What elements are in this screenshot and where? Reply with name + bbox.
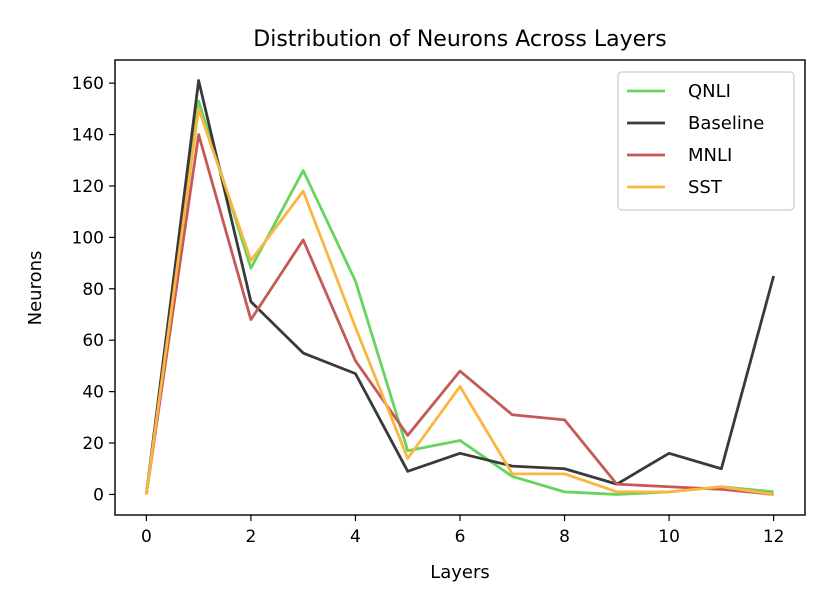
y-tick-label: 100 [72,228,104,248]
lines-layer [144,79,775,496]
x-tick-label: 0 [141,527,152,547]
legend-label-baseline: Baseline [688,113,764,134]
x-tick-label: 12 [763,527,785,547]
y-tick-label: 20 [82,434,104,454]
legend: QNLI Baseline MNLI SST [617,71,795,211]
y-tick-label: 0 [93,485,104,505]
series-line-baseline [144,79,775,495]
legend-box [617,71,795,211]
y-tick-label: 160 [72,74,104,94]
y-tick-label: 40 [82,383,104,403]
series-line-mnli [144,133,774,496]
x-tick-label: 2 [245,527,256,547]
chart-title: Distribution of Neurons Across Layers [253,27,666,52]
x-tick-label: 10 [658,527,680,547]
x-tick-label: 8 [559,527,570,547]
x-axis-label: Layers [430,562,490,583]
legend-label-sst: SST [688,177,723,198]
y-axis-label: Neurons [25,251,46,326]
y-tick-label: 140 [72,126,104,146]
series-line-sst [144,107,774,496]
x-tick-label: 4 [350,527,361,547]
x-tick-label: 6 [455,527,466,547]
y-tick-label: 60 [82,331,104,351]
legend-label-mnli: MNLI [688,145,732,166]
y-tick-label: 80 [82,280,104,300]
legend-label-qnli: QNLI [688,81,731,102]
y-tick-label: 120 [72,177,104,197]
